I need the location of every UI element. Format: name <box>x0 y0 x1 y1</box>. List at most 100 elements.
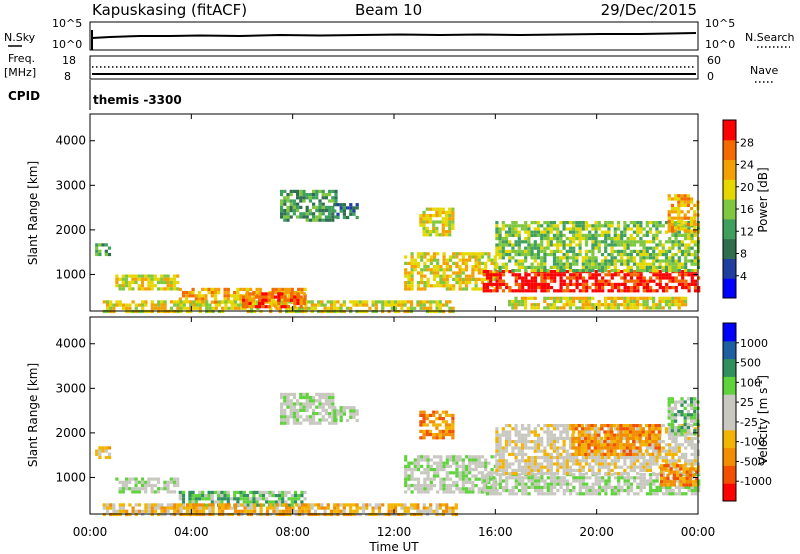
velocity-cell <box>562 424 566 428</box>
power-cell <box>280 193 284 197</box>
power-cell <box>422 300 426 304</box>
velocity-cell <box>252 500 256 504</box>
power-cell <box>588 303 592 307</box>
velocity-cell <box>565 485 570 489</box>
power-cell <box>684 221 688 225</box>
velocity-cell <box>150 509 154 513</box>
velocity-cell <box>638 424 642 428</box>
power-cell <box>474 287 478 291</box>
velocity-cell <box>458 477 462 481</box>
power-cell <box>540 279 544 283</box>
power-cell <box>687 237 691 241</box>
power-cell <box>543 253 547 257</box>
velocity-cell <box>331 408 335 412</box>
power-cell <box>524 253 528 257</box>
velocity-cell <box>320 506 324 510</box>
power-cell <box>342 203 346 207</box>
power-cell <box>569 273 573 277</box>
power-cell <box>533 279 538 283</box>
velocity-cell <box>300 494 304 498</box>
power-cell <box>305 212 309 216</box>
velocity-cell <box>107 452 112 456</box>
velocity-cell <box>514 476 518 480</box>
power-cell <box>642 265 646 269</box>
velocity-cell <box>426 477 430 481</box>
power-colorbar-swatch <box>723 278 736 299</box>
power-cell <box>493 268 497 272</box>
velocity-cell <box>188 494 192 498</box>
power-cell <box>374 300 378 304</box>
power-cell <box>684 299 688 304</box>
power-cell <box>597 273 602 277</box>
velocity-cell <box>584 449 589 453</box>
velocity-cell <box>682 480 686 484</box>
power-cell <box>584 233 589 237</box>
power-cell <box>677 210 681 214</box>
power-cell <box>290 295 294 299</box>
velocity-cell <box>498 473 502 477</box>
power-cell <box>680 219 684 223</box>
power-cell <box>604 256 608 260</box>
power-cell <box>575 237 579 241</box>
velocity-cell <box>677 424 681 428</box>
velocity-cell <box>588 492 592 496</box>
power-cell <box>439 274 443 278</box>
velocity-cell <box>607 440 611 444</box>
velocity-cell <box>677 410 681 414</box>
velocity-cell <box>604 459 608 463</box>
power-cell <box>572 289 576 293</box>
velocity-cell <box>639 489 643 493</box>
power-cell <box>349 203 353 207</box>
power-cell <box>416 265 421 269</box>
velocity-cell <box>432 423 436 427</box>
velocity-cell <box>281 494 285 498</box>
velocity-cell <box>559 430 563 434</box>
power-cell <box>310 300 314 304</box>
power-cell <box>436 284 440 288</box>
power-cell <box>508 243 512 247</box>
power-cell <box>527 233 531 237</box>
power-cell <box>674 303 678 307</box>
power-cell <box>670 216 674 220</box>
power-cell <box>632 249 637 253</box>
power-cell <box>194 294 198 298</box>
power-cell <box>655 230 659 234</box>
velocity-cell <box>676 473 680 477</box>
velocity-cell <box>584 424 589 428</box>
power-cell <box>607 221 611 225</box>
power-cell <box>556 265 560 269</box>
velocity-cell <box>432 436 436 440</box>
power-cell <box>575 306 579 310</box>
power-cell <box>524 289 528 293</box>
power-cell <box>153 306 158 310</box>
power-cell <box>684 259 688 263</box>
power-cell <box>501 262 505 266</box>
velocity-cell <box>204 503 208 507</box>
velocity-cell <box>336 412 340 416</box>
power-cell <box>536 303 540 307</box>
power-cell <box>213 297 218 301</box>
velocity-cell <box>224 503 228 507</box>
velocity-cell <box>313 503 318 507</box>
velocity-cell <box>501 465 505 469</box>
power-cell <box>458 274 462 278</box>
velocity-cell <box>655 449 659 453</box>
velocity-cell <box>652 446 656 450</box>
velocity-cell <box>98 455 102 460</box>
power-cell <box>629 299 633 304</box>
power-cell <box>623 240 627 244</box>
velocity-cell <box>429 503 433 507</box>
power-cell <box>552 262 557 266</box>
power-cell <box>104 243 108 247</box>
power-cell <box>604 221 608 225</box>
velocity-cell <box>688 470 692 474</box>
power-cell <box>642 233 646 237</box>
velocity-cell <box>533 459 537 463</box>
velocity-cell <box>594 456 598 460</box>
velocity-cell <box>315 405 319 409</box>
power-cell <box>648 265 653 269</box>
velocity-cell <box>425 506 430 510</box>
power-cell <box>661 224 665 228</box>
velocity-cell <box>591 489 595 493</box>
power-cell <box>553 273 557 277</box>
